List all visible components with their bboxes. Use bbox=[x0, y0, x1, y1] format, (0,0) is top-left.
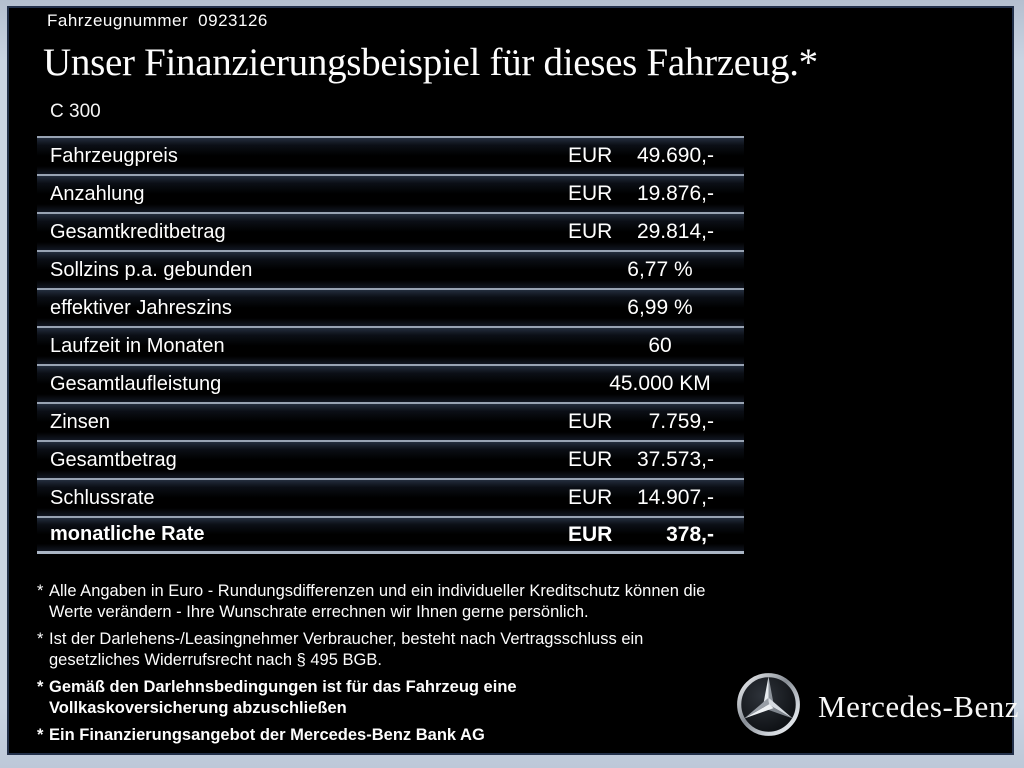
vehicle-number: Fahrzeugnummer 0923126 bbox=[47, 11, 268, 31]
footnote: * Ist der Darlehens-/Leasingnehmer Verbra… bbox=[37, 629, 751, 671]
row-value: 6,77 % bbox=[627, 258, 693, 281]
table-row: monatliche Rate EUR 378,- bbox=[37, 516, 744, 554]
amount-value: 19.876,- bbox=[636, 182, 714, 205]
footnote-line: Gemäß den Darlehnsbedingungen ist für da… bbox=[49, 678, 517, 696]
row-label: Gesamtkreditbetrag bbox=[50, 220, 226, 243]
row-label: effektiver Jahreszins bbox=[50, 296, 232, 319]
footnote-line: gesetzliches Widerrufsrecht nach § 495 B… bbox=[49, 651, 382, 669]
vehicle-number-value: 0923126 bbox=[198, 11, 268, 30]
row-value: EUR 19.876,- bbox=[568, 182, 714, 206]
amount-value: 7.759,- bbox=[648, 410, 714, 433]
footnote: * Alle Angaben in Euro - Rundungsdifferen… bbox=[37, 581, 751, 623]
amount-value: 49.690,- bbox=[636, 144, 714, 167]
brand-wordmark: Mercedes-Benz bbox=[818, 689, 1020, 724]
row-label: Laufzeit in Monaten bbox=[50, 334, 225, 357]
table-row: Gesamtbetrag EUR 37.573,- bbox=[37, 440, 744, 478]
currency-label: EUR bbox=[568, 144, 613, 167]
asterisk-marker: * bbox=[37, 678, 44, 696]
footnote-line: Alle Angaben in Euro - Rundungsdifferenz… bbox=[49, 582, 706, 600]
amount-value: 37.573,- bbox=[636, 448, 714, 471]
vehicle-number-label: Fahrzeugnummer bbox=[47, 11, 189, 30]
vehicle-model: C 300 bbox=[50, 101, 101, 122]
currency-label: EUR bbox=[568, 486, 613, 509]
currency-label: EUR bbox=[568, 522, 613, 546]
table-row: Anzahlung EUR 19.876,- bbox=[37, 174, 744, 212]
amount-value: 29.814,- bbox=[636, 220, 714, 243]
asterisk-marker: * bbox=[37, 726, 44, 744]
row-label: monatliche Rate bbox=[50, 523, 205, 545]
row-label: Sollzins p.a. gebunden bbox=[50, 258, 253, 281]
table-row: effektiver Jahreszins 6,99 % bbox=[37, 288, 744, 326]
row-label: Zinsen bbox=[50, 410, 111, 433]
currency-label: EUR bbox=[568, 220, 613, 243]
row-label: Fahrzeugpreis bbox=[50, 144, 178, 167]
table-row: Zinsen EUR 7.759,- bbox=[37, 402, 744, 440]
amount-value: 378,- bbox=[666, 522, 714, 546]
row-value: EUR 14.907,- bbox=[568, 486, 714, 510]
currency-label: EUR bbox=[568, 182, 613, 205]
row-value: 6,99 % bbox=[627, 296, 693, 319]
row-value: EUR 378,- bbox=[568, 523, 714, 547]
footnote-line: Ein Finanzierungsangebot der Mercedes-Be… bbox=[49, 726, 485, 744]
footnote: * Gemäß den Darlehnsbedingungen ist für d… bbox=[37, 677, 751, 719]
row-value: EUR 7.759,- bbox=[568, 410, 714, 434]
row-label: Gesamtlaufleistung bbox=[50, 372, 222, 395]
page-title: Unser Finanzierungsbeispiel für dieses F… bbox=[43, 41, 818, 84]
asterisk-marker: * bbox=[37, 582, 44, 600]
asterisk-marker: * bbox=[37, 630, 44, 648]
row-label: Gesamtbetrag bbox=[50, 448, 177, 471]
row-value: 45.000 KM bbox=[609, 372, 711, 395]
table-row: Laufzeit in Monaten 60 bbox=[37, 326, 744, 364]
amount-value: 14.907,- bbox=[636, 486, 714, 509]
financing-table: Fahrzeugpreis EUR 49.690,- Anzahlung EUR 19.8… bbox=[37, 136, 744, 554]
row-value: EUR 49.690,- bbox=[568, 144, 714, 168]
row-label: Anzahlung bbox=[50, 182, 145, 205]
mercedes-star-icon bbox=[737, 673, 800, 736]
footnote-line: Werte verändern - Ihre Wunschrate errech… bbox=[49, 603, 589, 621]
row-label: Schlussrate bbox=[50, 486, 155, 509]
table-row: Sollzins p.a. gebunden 6,77 % bbox=[37, 250, 744, 288]
row-value: 60 bbox=[648, 334, 672, 357]
currency-label: EUR bbox=[568, 448, 613, 471]
footnote: * Ein Finanzierungsangebot der Mercedes-B… bbox=[37, 725, 751, 746]
footnotes: * Alle Angaben in Euro - Rundungsdifferen… bbox=[37, 581, 751, 752]
currency-label: EUR bbox=[568, 410, 613, 433]
table-row: Gesamtlaufleistung 45.000 KM bbox=[37, 364, 744, 402]
row-value: EUR 29.814,- bbox=[568, 220, 714, 244]
footnote-line: Ist der Darlehens-/Leasingnehmer Verbrau… bbox=[49, 630, 644, 648]
footnote-line: Vollkaskoversicherung abzuschließen bbox=[49, 699, 347, 717]
row-value: EUR 37.573,- bbox=[568, 448, 714, 472]
table-row: Gesamtkreditbetrag EUR 29.814,- bbox=[37, 212, 744, 250]
table-row: Schlussrate EUR 14.907,- bbox=[37, 478, 744, 516]
table-row: Fahrzeugpreis EUR 49.690,- bbox=[37, 136, 744, 174]
